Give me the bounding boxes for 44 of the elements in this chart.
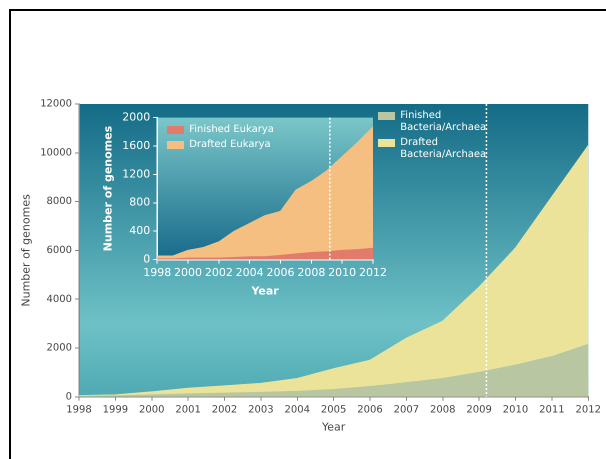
x-tick-label: 2000: [139, 404, 164, 416]
y-tick-label: 1200: [122, 167, 150, 180]
x-tick-label: 2005: [320, 404, 346, 416]
y-tick-label: 400: [129, 224, 150, 238]
x-tick-label: 2006: [357, 404, 383, 416]
x-tick-label: 2004: [284, 404, 310, 416]
x-tick-label: 2008: [430, 404, 456, 416]
x-tick-label: 1998: [143, 266, 172, 280]
x-tick-label: 2010: [328, 266, 356, 280]
y-tick-label: 1600: [122, 138, 150, 152]
legend-label: Drafted Eukarya: [189, 138, 271, 151]
x-tick-label: 2001: [175, 404, 201, 416]
x-tick-label: 2011: [539, 404, 565, 416]
x-axis-title: Year: [320, 420, 346, 434]
y-tick-label: 8000: [46, 196, 72, 208]
y-tick-label: 6000: [46, 244, 72, 256]
y-axis-title: Number of genomes: [101, 125, 114, 252]
x-tick-label: 2008: [297, 266, 326, 280]
y-tick-label: 0: [66, 391, 72, 402]
x-tick-label: 2012: [576, 404, 601, 416]
x-tick-label: 1998: [66, 404, 92, 416]
x-tick-label: 2006: [266, 266, 295, 280]
x-tick-label: 2012: [359, 266, 388, 280]
x-tick-label: 2002: [204, 266, 233, 280]
y-tick-label: 10000: [40, 147, 72, 158]
legend-label: Drafted Bacteria/Archaea: [400, 137, 488, 161]
x-tick-label: 2010: [502, 404, 528, 416]
x-tick-label: 2002: [212, 404, 238, 416]
legend-label: Finished Eukarya: [189, 124, 274, 136]
x-axis-title: Year: [250, 284, 280, 298]
x-tick-label: 2000: [174, 266, 202, 280]
y-tick-label: 2000: [122, 110, 150, 124]
y-tick-label: 12000: [40, 98, 72, 110]
x-tick-label: 2007: [394, 404, 420, 416]
x-tick-label: 1999: [102, 404, 128, 416]
x-tick-label: 2003: [248, 404, 274, 416]
y-tick-label: 800: [129, 196, 150, 209]
y-tick-label: 2000: [46, 342, 72, 354]
x-tick-label: 2004: [236, 266, 264, 280]
y-tick-label: 4000: [46, 294, 72, 305]
y-tick-label: 0: [143, 252, 150, 266]
y-axis-title: Number of genomes: [19, 194, 32, 307]
x-tick-label: 2009: [466, 404, 492, 416]
legend-label: Finished Bacteria/Archaea: [400, 110, 488, 134]
